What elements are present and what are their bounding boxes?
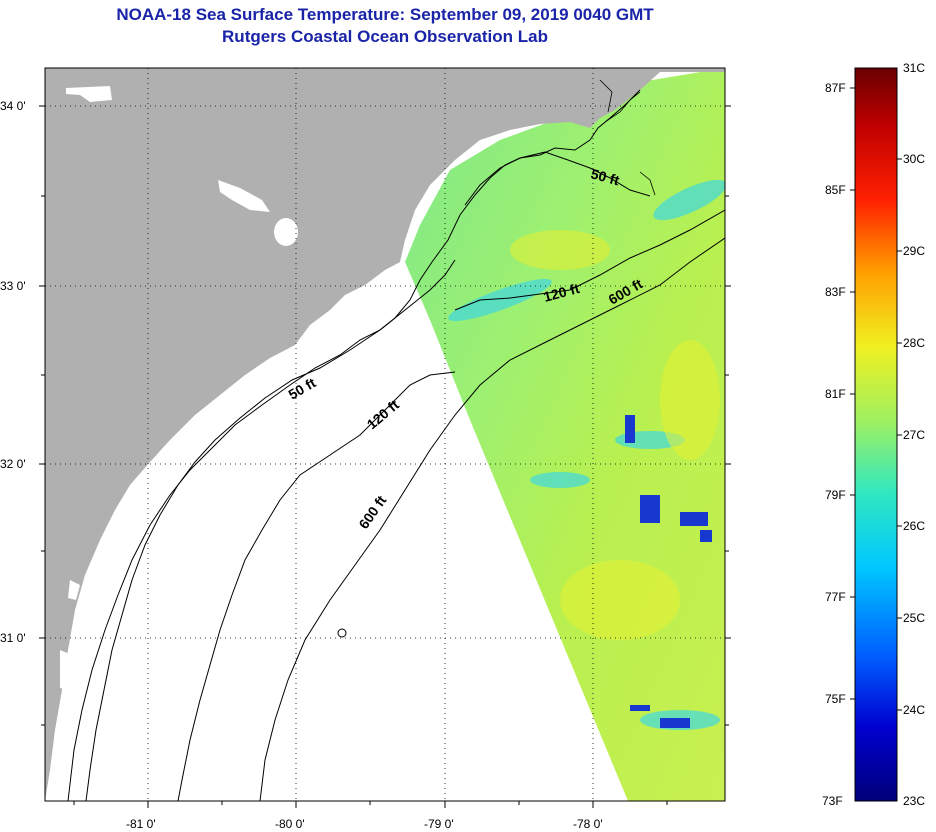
land-mass [45, 68, 725, 801]
cb-f-83: 83F [825, 285, 846, 299]
seamount-contour [337, 628, 347, 638]
cb-c-26: 26C [903, 519, 926, 533]
map-title: NOAA-18 Sea Surface Temperature: Septemb… [116, 5, 654, 24]
cb-c-29: 29C [903, 244, 926, 258]
axis-ticks [39, 105, 731, 808]
lat-label-31: 31 0' [0, 631, 26, 645]
cb-f-77: 77F [825, 590, 846, 604]
inland-lakes [58, 86, 298, 760]
coastline-inner [599, 79, 656, 196]
cb-f-79: 79F [825, 488, 846, 502]
cb-f-85: 85F [825, 183, 846, 197]
cb-c-25: 25C [903, 611, 926, 625]
cb-c-24: 24C [903, 703, 926, 717]
lon-label-79: -79 0' [424, 817, 454, 831]
cb-f-75: 75F [825, 692, 846, 706]
cb-c-31: 31C [903, 61, 926, 75]
map-subtitle: Rutgers Coastal Ocean Observation Lab [222, 27, 548, 46]
graticule [45, 68, 725, 801]
cold-spots [625, 415, 712, 728]
lat-label-33: 33 0' [0, 279, 26, 293]
lon-label-78: -78 0' [573, 817, 603, 831]
lon-label-81: -81 0' [126, 817, 156, 831]
cb-f-81: 81F [825, 387, 846, 401]
cb-f-87: 87F [825, 81, 846, 95]
contour-50ft [85, 151, 651, 801]
contour-label-50ft-top: 50 ft [589, 165, 621, 188]
cb-c-27: 27C [903, 428, 926, 442]
map-frame [44, 67, 726, 802]
lat-label-34: 34 0' [0, 99, 26, 113]
cb-c-23: 23C [903, 794, 926, 808]
colorbar [854, 67, 898, 802]
colorbar-ticks [850, 87, 902, 711]
cb-f-73: 73F [822, 794, 843, 808]
lon-label-80: -80 0' [275, 817, 305, 831]
contour-600ft [259, 237, 725, 801]
contour-120ft [177, 209, 725, 801]
cb-c-30: 30C [903, 152, 926, 166]
lat-label-32: 32 0' [0, 457, 26, 471]
warm-patches [510, 230, 720, 640]
cb-c-28: 28C [903, 336, 926, 350]
